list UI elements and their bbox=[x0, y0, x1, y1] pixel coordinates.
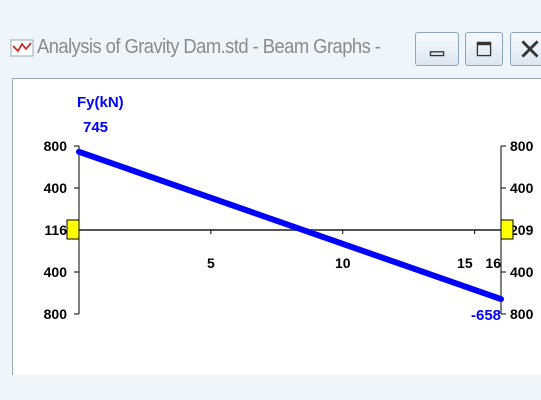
right-axis-tick-label: 400 bbox=[510, 264, 534, 280]
quantity-label: Fy(kN) bbox=[77, 94, 124, 111]
start-value-label: 745 bbox=[83, 119, 108, 136]
shear-force-point bbox=[499, 297, 503, 302]
end-value-label: -658 bbox=[471, 307, 501, 324]
left-axis-tick-label: 800 bbox=[44, 138, 68, 154]
graph-canvas: Fy(kN) 800 400 116 400 800 800 400 209 400 800 5… bbox=[12, 78, 541, 375]
maximize-button[interactable] bbox=[465, 32, 503, 66]
shear-force-diagram: Fy(kN) 800 400 116 400 800 800 400 209 400 800 5… bbox=[44, 94, 534, 324]
right-axis: 800 400 209 400 800 bbox=[500, 138, 534, 322]
title-bar[interactable]: Analysis of Gravity Dam.std - Beam Graph… bbox=[0, 0, 541, 78]
shear-force-point bbox=[77, 149, 81, 154]
close-button[interactable] bbox=[510, 32, 541, 66]
left-axis-tick-label: 400 bbox=[44, 264, 68, 280]
shear-force-series-line bbox=[76, 148, 504, 303]
maximize-icon bbox=[476, 41, 492, 57]
series-group bbox=[76, 148, 504, 303]
status-bar bbox=[0, 375, 541, 400]
left-axis: 800 400 116 400 800 bbox=[44, 138, 80, 322]
minimize-icon bbox=[429, 51, 445, 57]
app-icon bbox=[10, 39, 34, 57]
left-axis-tick-label: 400 bbox=[44, 180, 68, 196]
left-axis-tick-label: 800 bbox=[44, 306, 68, 322]
right-axis-tick-label: 800 bbox=[510, 306, 534, 322]
window-title: Analysis of Gravity Dam.std - Beam Graph… bbox=[37, 36, 382, 58]
right-support-marker[interactable] bbox=[500, 219, 514, 240]
x-axis-tick-label: 5 bbox=[207, 255, 215, 271]
close-icon bbox=[521, 40, 539, 58]
x-axis-tick-label: 10 bbox=[335, 255, 351, 271]
left-support-marker[interactable] bbox=[66, 219, 80, 240]
minimize-button[interactable] bbox=[415, 32, 459, 66]
right-axis-tick-label: 209 bbox=[510, 222, 534, 238]
x-axis-tick-label: 16 bbox=[485, 255, 501, 271]
x-axis-ticks: 5 10 15 16 bbox=[207, 230, 502, 271]
left-axis-tick-label: 116 bbox=[44, 222, 67, 238]
right-axis-tick-label: 800 bbox=[510, 138, 534, 154]
right-axis-tick-label: 400 bbox=[510, 180, 534, 196]
x-axis-tick-label: 15 bbox=[457, 255, 473, 271]
